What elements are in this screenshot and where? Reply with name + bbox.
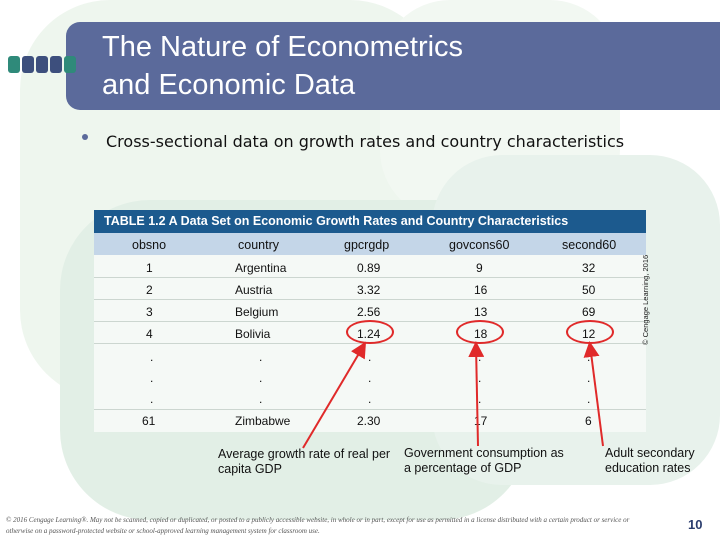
highlight-circle xyxy=(566,320,614,344)
table-cell: . xyxy=(368,350,372,364)
table-cell: . xyxy=(259,392,263,406)
table-cell: 0.89 xyxy=(357,261,381,275)
table-cell: 4 xyxy=(146,327,153,341)
table-cell: 13 xyxy=(474,305,488,319)
row-divider xyxy=(94,299,646,300)
column-header-govcons60: govcons60 xyxy=(449,238,510,252)
slide-title-line-2: and Economic Data xyxy=(102,69,356,101)
annotation-gpcrgdp: Average growth rate of real per capita G… xyxy=(218,447,391,476)
table-cell: . xyxy=(259,350,263,364)
highlight-circle xyxy=(456,320,504,344)
table-header-row xyxy=(94,233,646,255)
table-cell: 3 xyxy=(146,305,153,319)
table-cell: . xyxy=(587,350,591,364)
table-cell: 9 xyxy=(476,261,483,275)
table-cell: . xyxy=(259,371,263,385)
table-cell: Bolivia xyxy=(235,327,271,341)
table-cell: . xyxy=(150,392,154,406)
table-caption: TABLE 1.2 A Data Set on Economic Growth … xyxy=(94,210,646,233)
annotation-govcons60: Government consumption as a percentage o… xyxy=(404,446,564,475)
page-number: 10 xyxy=(688,517,703,532)
table-cell: . xyxy=(368,371,372,385)
table-cell: Belgium xyxy=(235,305,279,319)
side-copyright: © Cengage Learning, 2016 xyxy=(641,254,650,345)
table-cell: . xyxy=(478,371,482,385)
table-cell: . xyxy=(478,350,482,364)
table-cell: 2.30 xyxy=(357,414,381,428)
table-cell: 69 xyxy=(582,305,596,319)
row-divider xyxy=(94,277,646,278)
decorative-blocks-icon xyxy=(8,56,76,73)
table-cell: 17 xyxy=(474,414,488,428)
column-header-gpcrgdp: gpcrgdp xyxy=(344,238,390,252)
table-cell: 3.32 xyxy=(357,283,381,297)
table-cell: 6 xyxy=(585,414,592,428)
table-cell: Argentina xyxy=(235,261,287,275)
slide-title-line-1: The Nature of Econometrics xyxy=(102,31,464,63)
table-cell: 16 xyxy=(474,283,488,297)
bullet-text: Cross-sectional data on growth rates and… xyxy=(106,132,625,151)
column-header-country: country xyxy=(238,238,279,252)
footer-copyright: © 2016 Cengage Learning®. May not be sca… xyxy=(6,516,630,535)
table-cell: . xyxy=(587,371,591,385)
table-cell: . xyxy=(587,392,591,406)
title-banner: The Nature of Econometrics and Economic … xyxy=(66,22,720,110)
table-cell: Austria xyxy=(235,283,273,297)
table-cell: 2.56 xyxy=(357,305,381,319)
table-cell: 2 xyxy=(146,283,153,297)
table-cell: . xyxy=(478,392,482,406)
table-cell: 1 xyxy=(146,261,153,275)
table-cell: . xyxy=(368,392,372,406)
highlight-circle xyxy=(346,320,394,344)
table-cell: . xyxy=(150,371,154,385)
column-header-second60: second60 xyxy=(562,238,617,252)
table-cell: 61 xyxy=(142,414,156,428)
table-cell: 32 xyxy=(582,261,596,275)
annotation-second60: Adult secondary education rates xyxy=(605,446,695,475)
row-divider xyxy=(94,409,646,410)
table-cell: . xyxy=(150,350,154,364)
bullet-icon xyxy=(82,134,88,140)
table-cell: 50 xyxy=(582,283,596,297)
table-cell: Zimbabwe xyxy=(235,414,291,428)
column-header-obsno: obsno xyxy=(132,238,167,252)
